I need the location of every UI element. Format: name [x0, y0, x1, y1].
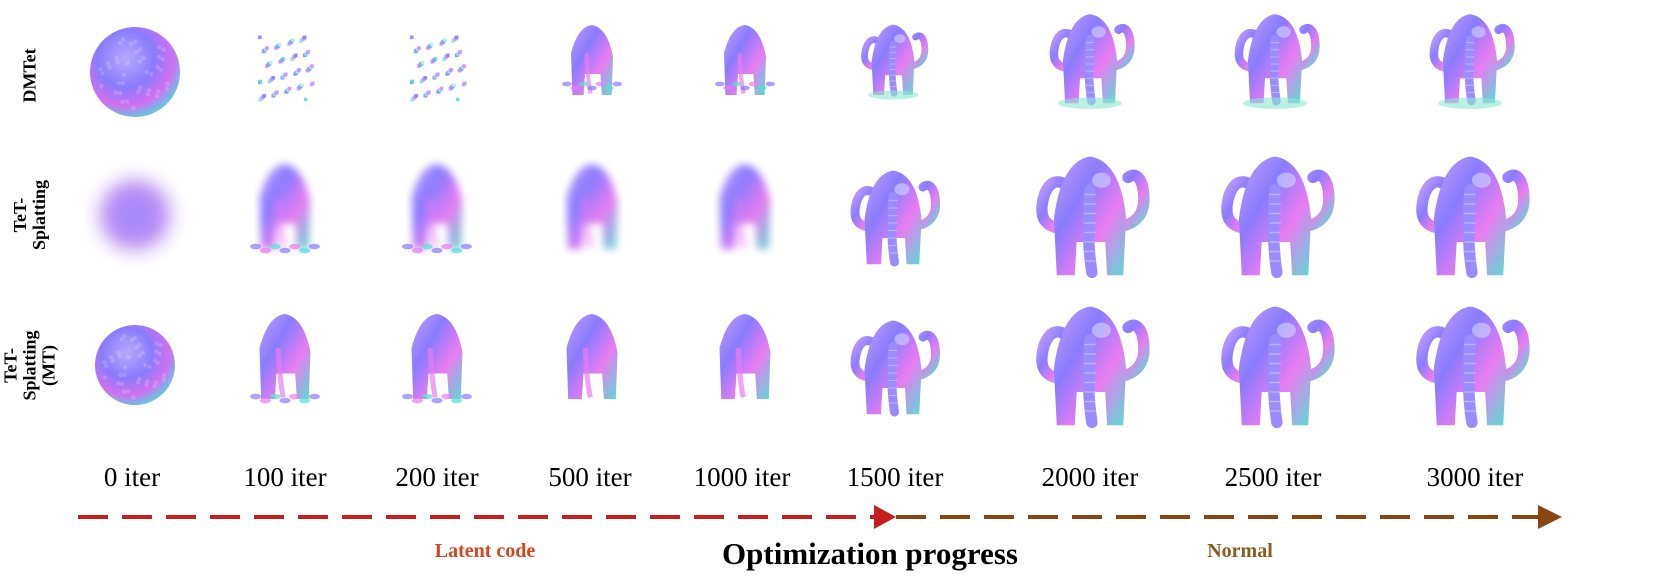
iter-label-500: 500 iter	[548, 462, 632, 492]
thumbnail-dmtet-7	[1234, 14, 1320, 109]
thumbnail-tet-splatting-6	[1036, 156, 1150, 279]
thumbnail-tet-splatting-mt-6	[1036, 306, 1150, 429]
phase-label-normal: Normal	[1207, 540, 1273, 562]
iter-label-2500: 2500 iter	[1224, 462, 1322, 492]
thumbnail-tet-splatting-mt-3	[566, 314, 618, 399]
thumbnail-dmtet-5	[861, 24, 929, 100]
thumbnail-tet-splatting-mt-7	[1221, 306, 1335, 429]
thumbnail-dmtet-4	[715, 25, 775, 95]
thumbnail-dmtet-1	[258, 35, 315, 102]
thumbnail-tet-splatting-3	[566, 164, 618, 249]
iter-label-0: 0 iter	[103, 462, 161, 492]
thumbnail-tet-splatting-2	[402, 164, 472, 254]
thumbnail-tet-splatting-mt-0	[95, 325, 175, 405]
iter-label-200: 200 iter	[395, 462, 479, 492]
iter-label-3000: 3000 iter	[1426, 462, 1524, 492]
thumbnail-tet-splatting-mt-4	[719, 314, 771, 399]
progress-arrow	[78, 505, 1562, 529]
normal-arrowhead	[1538, 505, 1562, 529]
thumbnail-dmtet-2	[410, 35, 467, 102]
thumbnail-dmtet-8	[1429, 14, 1515, 109]
thumbnail-tet-splatting-8	[1416, 156, 1530, 279]
thumbnail-dmtet-6	[1049, 14, 1135, 109]
thumbnail-tet-splatting-mt-8	[1416, 306, 1530, 429]
iter-label-1000: 1000 iter	[693, 462, 791, 492]
thumbnail-tet-splatting-1	[250, 164, 320, 254]
phase-label-latent: Latent code	[434, 540, 536, 562]
thumbnail-dmtet-3	[562, 25, 622, 95]
thumbnail-tet-splatting-mt-5	[850, 320, 940, 417]
thumbnail-tet-splatting-mt-1	[250, 314, 320, 404]
thumbnail-tet-splatting-mt-2	[402, 314, 472, 404]
thumbnail-tet-splatting-4	[719, 164, 771, 249]
thumbnail-tet-splatting-7	[1221, 156, 1335, 279]
latent-arrowhead	[874, 505, 896, 529]
thumbnail-tet-splatting-0	[84, 164, 186, 266]
figure-title: Optimization progress	[722, 536, 1018, 571]
iter-label-1500: 1500 iter	[846, 462, 944, 492]
thumbnail-tet-splatting-5	[850, 170, 940, 267]
render-grid	[84, 14, 1530, 429]
iter-label-2000: 2000 iter	[1041, 462, 1139, 492]
iter-label-100: 100 iter	[243, 462, 327, 492]
thumbnail-dmtet-0	[90, 27, 180, 117]
